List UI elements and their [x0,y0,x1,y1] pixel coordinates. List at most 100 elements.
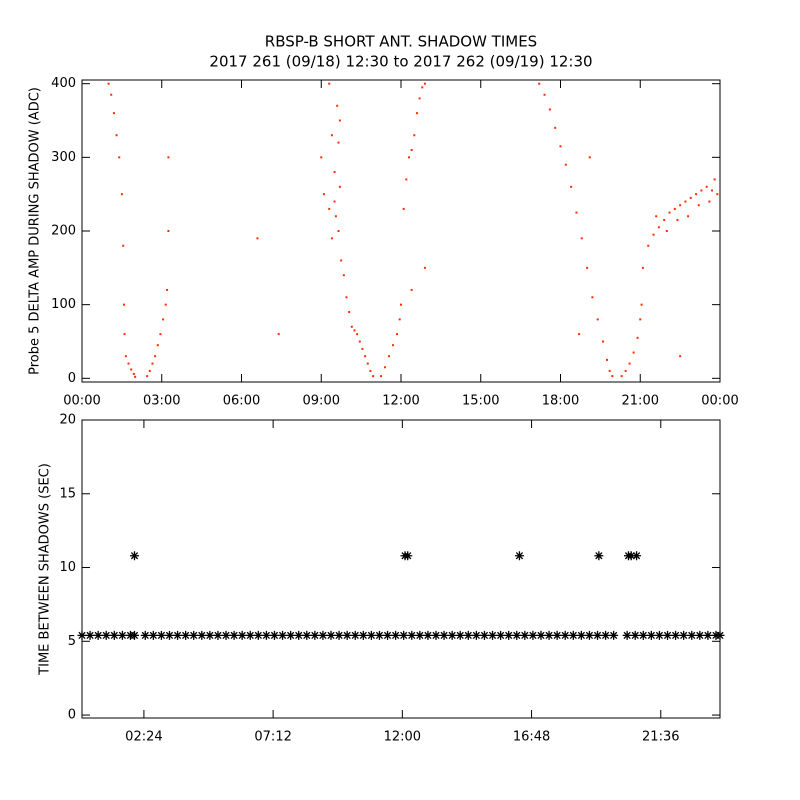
point [611,375,614,378]
point [606,358,609,361]
point [364,355,367,358]
point [421,86,424,89]
point [640,303,643,306]
point [123,333,126,336]
x-tick-label: 15:00 [462,394,499,409]
point [356,333,359,336]
point [140,630,150,640]
point [164,630,174,640]
point [403,551,413,561]
point [154,355,157,358]
point [708,200,711,203]
point [496,630,506,640]
point [405,178,408,181]
point [559,145,562,148]
point [107,82,110,85]
point [402,207,405,210]
point [647,244,650,247]
point [112,112,115,115]
point [431,630,441,640]
point [423,266,426,269]
point [488,630,498,640]
point [123,303,126,306]
point [384,366,387,369]
point [164,303,167,306]
point [520,630,530,640]
x-tick-label: 21:00 [622,394,659,409]
point [609,630,619,640]
point [407,630,417,640]
y-axis-label: TIME BETWEEN SHADOWS (SEC) [38,463,53,676]
point [330,237,333,240]
point [504,630,514,640]
point [655,215,658,218]
point [115,134,118,137]
point [342,274,345,277]
point [536,630,546,640]
point [400,303,402,306]
point [148,369,151,372]
point [423,630,433,640]
x-tick-label: 18:00 [542,394,579,409]
point [162,318,165,321]
point [671,630,681,640]
point [256,237,259,240]
point [348,311,351,314]
point [333,200,336,203]
point [716,193,719,196]
point [166,288,169,291]
point [663,218,666,221]
point [338,119,341,122]
point [156,344,159,347]
point [134,375,137,378]
x-tick-label: 21:36 [642,730,679,745]
point [245,630,255,640]
point [353,329,356,332]
point [120,193,123,196]
x-tick-label: 16:48 [513,730,550,745]
point [358,340,361,343]
point [392,344,395,347]
plot-frame [81,79,721,383]
point [124,355,127,358]
point [269,630,279,640]
point [205,630,215,640]
point [383,630,393,640]
point [415,630,425,640]
point [544,630,554,640]
point [320,156,323,159]
point [636,336,639,339]
point [181,630,191,640]
point [85,630,95,640]
point [366,362,369,365]
point [657,226,660,229]
point [294,630,304,640]
point [101,630,111,640]
point [570,185,573,188]
point [679,204,682,207]
point [596,318,599,321]
point [151,362,154,365]
point [302,630,312,640]
point [602,340,605,343]
chart-title: RBSP-B SHORT ANT. SHADOW TIMES [265,33,537,51]
point [703,630,713,640]
point [463,630,473,640]
x-tick-label: 12:00 [382,394,419,409]
point [388,355,391,358]
point [333,171,336,174]
y-tick-label: 0 [68,371,76,386]
point [568,630,578,640]
point [109,630,119,640]
point [423,82,426,85]
x-tick-label: 06:00 [223,394,260,409]
point [372,375,375,378]
point [663,630,673,640]
point [127,362,130,365]
y-tick-label: 400 [51,76,76,91]
point [318,630,328,640]
point [337,230,340,232]
point [129,551,139,561]
point [620,375,623,378]
point [447,630,457,640]
